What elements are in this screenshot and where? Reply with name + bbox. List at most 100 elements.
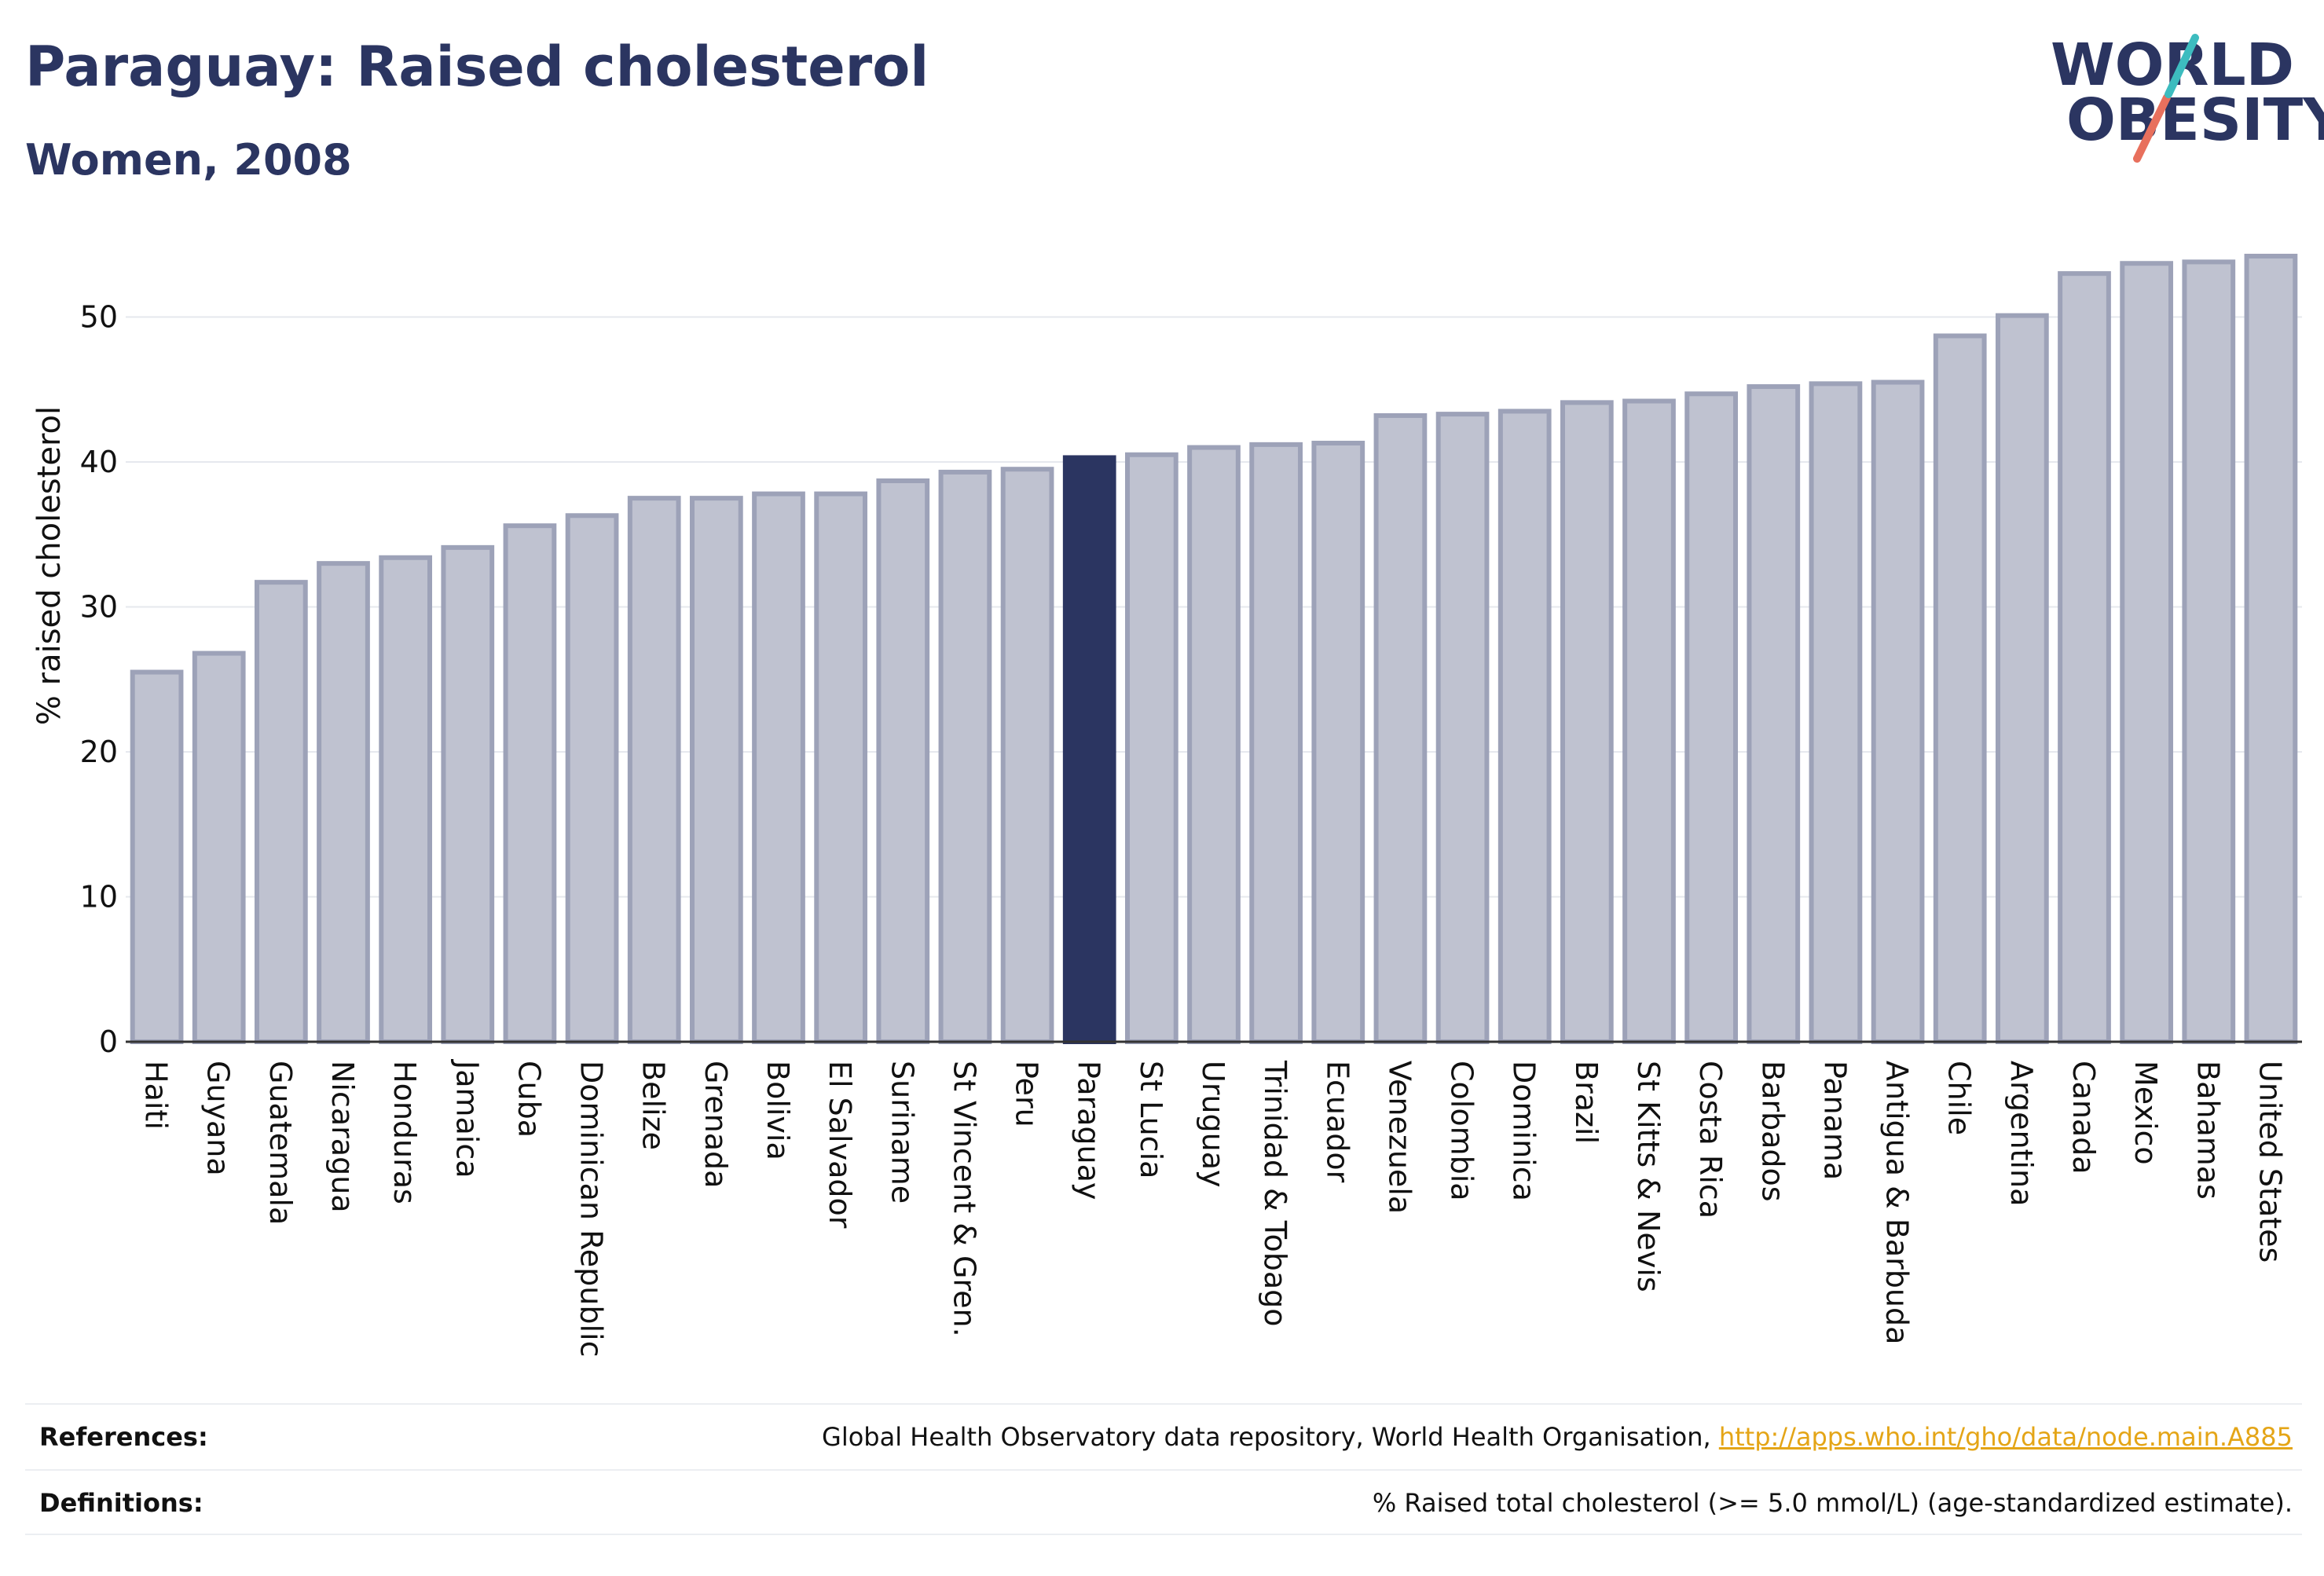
bar: [254, 580, 308, 1044]
bar: [1435, 412, 1490, 1044]
y-tick-labels: 0 10 20 30 40 50: [80, 300, 118, 1060]
bar: [752, 491, 805, 1044]
bar: [565, 513, 619, 1044]
bar-highlighted: [1062, 455, 1116, 1044]
x-tick-label: Ecuador: [1320, 1061, 1354, 1183]
x-tick-label: Venezuela: [1382, 1061, 1417, 1214]
x-tick-label-group: Jamaica: [449, 1059, 484, 1178]
x-tick-label-group: Nicaragua: [325, 1061, 360, 1213]
bar: [2244, 254, 2298, 1044]
x-tick-label-group: Dominican Republic: [574, 1061, 609, 1357]
x-tick-label: Argentina: [2004, 1061, 2039, 1206]
y-tick-label: 10: [80, 880, 118, 914]
x-tick-label: Grenada: [698, 1061, 733, 1188]
x-tick-label: Barbados: [1755, 1061, 1790, 1202]
bar: [1124, 452, 1178, 1044]
x-tick-label-group: Bolivia: [761, 1061, 795, 1160]
x-tick-label-group: Paraguay: [1072, 1061, 1106, 1200]
x-tick-label-group: Trinidad & Tobago: [1258, 1060, 1292, 1327]
x-tick-label: Bahamas: [2190, 1061, 2225, 1200]
x-tick-label: Panama: [1817, 1061, 1852, 1180]
x-tick-label: Costa Rica: [1693, 1061, 1728, 1219]
bar: [876, 478, 930, 1044]
x-tick-label-group: Bahamas: [2190, 1061, 2225, 1200]
x-tick-label: Haiti: [139, 1061, 174, 1130]
x-tick-labels: Haiti Guyana Guatemala Nicaragua Honduras Jam…: [139, 1059, 2288, 1357]
x-tick-label: Guatemala: [263, 1061, 298, 1225]
bar: [689, 496, 743, 1044]
x-tick-label-group: El Salvador: [823, 1061, 857, 1229]
x-tick-label-group: Panama: [1817, 1061, 1852, 1180]
references-label: References:: [39, 1422, 208, 1452]
bar: [441, 544, 495, 1045]
x-tick-label: El Salvador: [823, 1061, 857, 1229]
x-tick-label-group: Argentina: [2004, 1061, 2039, 1206]
definitions-row: Definitions: % Raised total cholesterol …: [25, 1469, 2302, 1534]
bars: [130, 254, 2298, 1045]
definitions-text: % Raised total cholesterol (>= 5.0 mmol/…: [1372, 1488, 2293, 1518]
bar: [503, 523, 557, 1044]
x-tick-label-group: Grenada: [698, 1061, 733, 1188]
references-row: References: Global Health Observatory da…: [25, 1403, 2302, 1468]
x-tick-label: St Kitts & Nevis: [1631, 1061, 1666, 1292]
x-tick-label: Brazil: [1569, 1061, 1604, 1144]
x-tick-label: Mexico: [2128, 1061, 2163, 1165]
x-tick-label-group: Chile: [1942, 1061, 1977, 1135]
bar: [1747, 384, 1801, 1044]
bar: [2182, 259, 2236, 1044]
bar: [1497, 409, 1552, 1044]
definitions-label: Definitions:: [39, 1488, 203, 1518]
x-tick-label-group: Peru: [1010, 1061, 1044, 1127]
chart-subtitle: Women, 2008: [25, 135, 352, 185]
bar: [379, 555, 433, 1044]
bar-chart: % raised cholesterol 0 10 20 30 40 50 Haiti Gu…: [31, 254, 2302, 1357]
bar: [1933, 333, 1987, 1045]
x-tick-label-group: Costa Rica: [1693, 1061, 1728, 1219]
x-tick-label-group: Canada: [2066, 1061, 2101, 1175]
bar: [1373, 412, 1428, 1044]
bar: [317, 561, 370, 1044]
bar: [192, 651, 246, 1044]
bar: [2058, 271, 2111, 1044]
x-tick-label-group: Suriname: [885, 1061, 919, 1204]
x-tick-label: Dominica: [1507, 1061, 1541, 1201]
logo-line2: OBESITY: [2066, 86, 2324, 154]
x-tick-label: Jamaica: [449, 1059, 484, 1178]
bar: [1995, 313, 2049, 1044]
x-tick-label-group: Mexico: [2128, 1061, 2163, 1165]
x-tick-label-group: Uruguay: [1196, 1061, 1230, 1188]
bar: [1809, 381, 1863, 1044]
x-tick-label-group: Colombia: [1445, 1061, 1479, 1201]
x-tick-label: Uruguay: [1196, 1061, 1230, 1188]
x-tick-label-group: Venezuela: [1382, 1061, 1417, 1214]
x-tick-label-group: Honduras: [387, 1061, 422, 1204]
x-tick-label-group: Brazil: [1569, 1061, 1604, 1144]
world-obesity-logo: WORLD OBESITY: [2051, 31, 2324, 165]
y-tick-label: 40: [80, 445, 118, 479]
x-tick-label: United States: [2253, 1061, 2287, 1263]
bar: [938, 469, 992, 1045]
chart-title: Paraguay: Raised cholesterol: [25, 35, 929, 99]
x-tick-label: St Lucia: [1134, 1061, 1168, 1178]
x-tick-label-group: Barbados: [1755, 1061, 1790, 1202]
x-tick-label: Nicaragua: [325, 1061, 360, 1213]
bar: [1871, 379, 1925, 1044]
x-tick-label-group: St Lucia: [1134, 1061, 1168, 1178]
x-tick-label: Antigua & Barbuda: [1880, 1061, 1915, 1344]
x-tick-label: Suriname: [885, 1061, 919, 1204]
bar: [1560, 400, 1614, 1045]
references-link[interactable]: http://apps.who.int/gho/data/node.main.A…: [1718, 1422, 2293, 1452]
bar: [1684, 391, 1739, 1045]
x-tick-label-group: Haiti: [139, 1061, 174, 1130]
x-tick-label-group: St Kitts & Nevis: [1631, 1061, 1666, 1292]
x-tick-label: Peru: [1010, 1061, 1044, 1127]
bar: [1000, 467, 1054, 1045]
x-tick-label: Chile: [1942, 1061, 1977, 1135]
bar: [130, 669, 184, 1045]
x-tick-label-group: United States: [2253, 1061, 2287, 1263]
x-tick-label: Bolivia: [761, 1061, 795, 1160]
y-axis-title: % raised cholesterol: [31, 406, 68, 725]
y-axis-title-group: % raised cholesterol: [31, 406, 68, 725]
bar: [1249, 442, 1303, 1044]
bar: [814, 491, 868, 1044]
